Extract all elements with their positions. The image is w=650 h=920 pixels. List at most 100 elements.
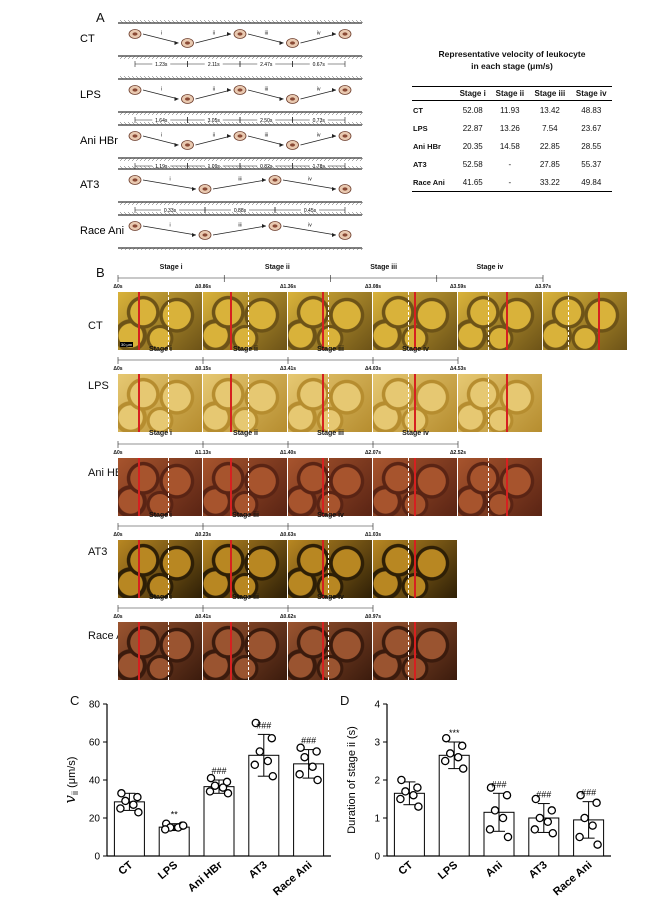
nucleus-icon: [342, 187, 348, 191]
data-point: [409, 790, 418, 800]
y-tick-label: 60: [89, 738, 101, 749]
wall-hatch: [339, 111, 344, 116]
wall-hatch: [131, 75, 136, 80]
wall-hatch: [139, 211, 144, 216]
wall-hatch: [323, 19, 328, 24]
nucleus-icon: [290, 97, 295, 101]
wall-hatch: [183, 55, 188, 60]
wall-hatch: [143, 75, 148, 80]
stage-label: Stage iii: [232, 512, 259, 519]
wall-hatch: [147, 19, 152, 24]
stage-label: ii: [213, 31, 215, 37]
wall-hatch: [212, 247, 216, 250]
data-point: [548, 828, 558, 838]
wall-hatch: [247, 111, 252, 116]
position-marker: [138, 292, 140, 350]
wall-hatch: [327, 121, 332, 126]
data-point: [251, 718, 261, 728]
wall-hatch: [155, 201, 160, 206]
wall-hatch: [191, 165, 196, 170]
wall-hatch: [187, 121, 192, 126]
wall-hatch: [195, 211, 200, 216]
time-bg: [152, 61, 171, 67]
wall-hatch: [231, 211, 236, 216]
wall-hatch: [131, 157, 136, 162]
wall-hatch: [283, 75, 288, 80]
nucleus-icon: [237, 134, 243, 138]
stage-label: iii: [238, 223, 241, 229]
wall-hatch: [207, 165, 212, 170]
wall-hatch: [235, 201, 240, 206]
wall-hatch: [307, 165, 312, 170]
wall-hatch: [319, 157, 324, 162]
wall-hatch: [343, 111, 348, 116]
position-marker: [414, 622, 416, 680]
stage-label: Stage i: [159, 264, 183, 271]
wall-hatch: [299, 165, 304, 170]
panel-label-d: D: [340, 693, 350, 708]
wall-hatch: [339, 201, 344, 206]
wall-hatch: [259, 165, 264, 170]
time-label: 1.23s: [155, 62, 168, 68]
wall-hatch: [215, 157, 220, 162]
wall-hatch: [163, 111, 168, 116]
wall-hatch: [143, 157, 148, 162]
wall-hatch: [279, 55, 284, 60]
wall-hatch: [151, 157, 156, 162]
wall-hatch: [223, 111, 228, 116]
wall-hatch: [223, 75, 228, 80]
wall-hatch: [199, 55, 204, 60]
wall-hatch: [355, 211, 360, 216]
wall-hatch: [275, 55, 280, 60]
wall-hatch: [323, 75, 328, 80]
wall-hatch: [155, 55, 160, 60]
wall-hatch: [151, 111, 156, 116]
wall-hatch: [251, 211, 256, 216]
wall-hatch: [331, 165, 336, 170]
arrow-head-icon: [174, 41, 179, 45]
wall-hatch: [323, 165, 328, 170]
data-point: [205, 787, 215, 796]
wall-hatch: [268, 247, 272, 250]
wall-hatch: [263, 55, 268, 60]
wall-hatch: [211, 121, 216, 126]
wall-hatch: [275, 201, 280, 206]
wall-hatch: [227, 121, 232, 126]
wall-hatch: [311, 201, 316, 206]
time-label: 2.47s: [260, 62, 273, 68]
wall-hatch: [331, 19, 336, 24]
table-title-line1: Representative velocity of leukocyte: [438, 49, 586, 59]
nucleus-icon: [185, 97, 190, 101]
table-row: CT 52.08 11.93 13.42 48.83: [413, 105, 602, 115]
wall-hatch: [311, 165, 316, 170]
wall-hatch: [315, 201, 320, 206]
wall-hatch: [215, 19, 220, 24]
wall-hatch: [191, 121, 196, 126]
wall-hatch: [243, 111, 248, 116]
wall-hatch: [355, 121, 360, 126]
time-label: 1.64s: [155, 118, 168, 124]
stage-label: Stage i: [149, 512, 172, 519]
wall-hatch: [347, 111, 352, 116]
wall-hatch: [259, 111, 264, 116]
x-tick-label: CT: [116, 859, 135, 878]
position-marker: [322, 540, 324, 598]
wall-hatch: [359, 55, 364, 60]
wall-hatch: [263, 121, 268, 126]
wall-hatch: [195, 201, 200, 206]
wall-hatch: [227, 165, 232, 170]
microscopy-frame: [288, 622, 372, 680]
wall-hatch: [184, 247, 188, 250]
microscopy-frame: [118, 292, 202, 350]
wall-hatch: [143, 121, 148, 126]
wall-hatch: [244, 247, 248, 250]
wall-hatch: [211, 111, 216, 116]
frame-time-label: Δ0s: [113, 614, 123, 620]
wall-hatch: [155, 165, 160, 170]
frame-time-label: Δ2.52s: [449, 450, 467, 456]
wall-hatch: [259, 157, 264, 162]
wall-hatch: [275, 165, 280, 170]
wall-hatch: [339, 19, 344, 24]
wall-hatch: [295, 201, 300, 206]
wall-hatch: [192, 247, 196, 250]
